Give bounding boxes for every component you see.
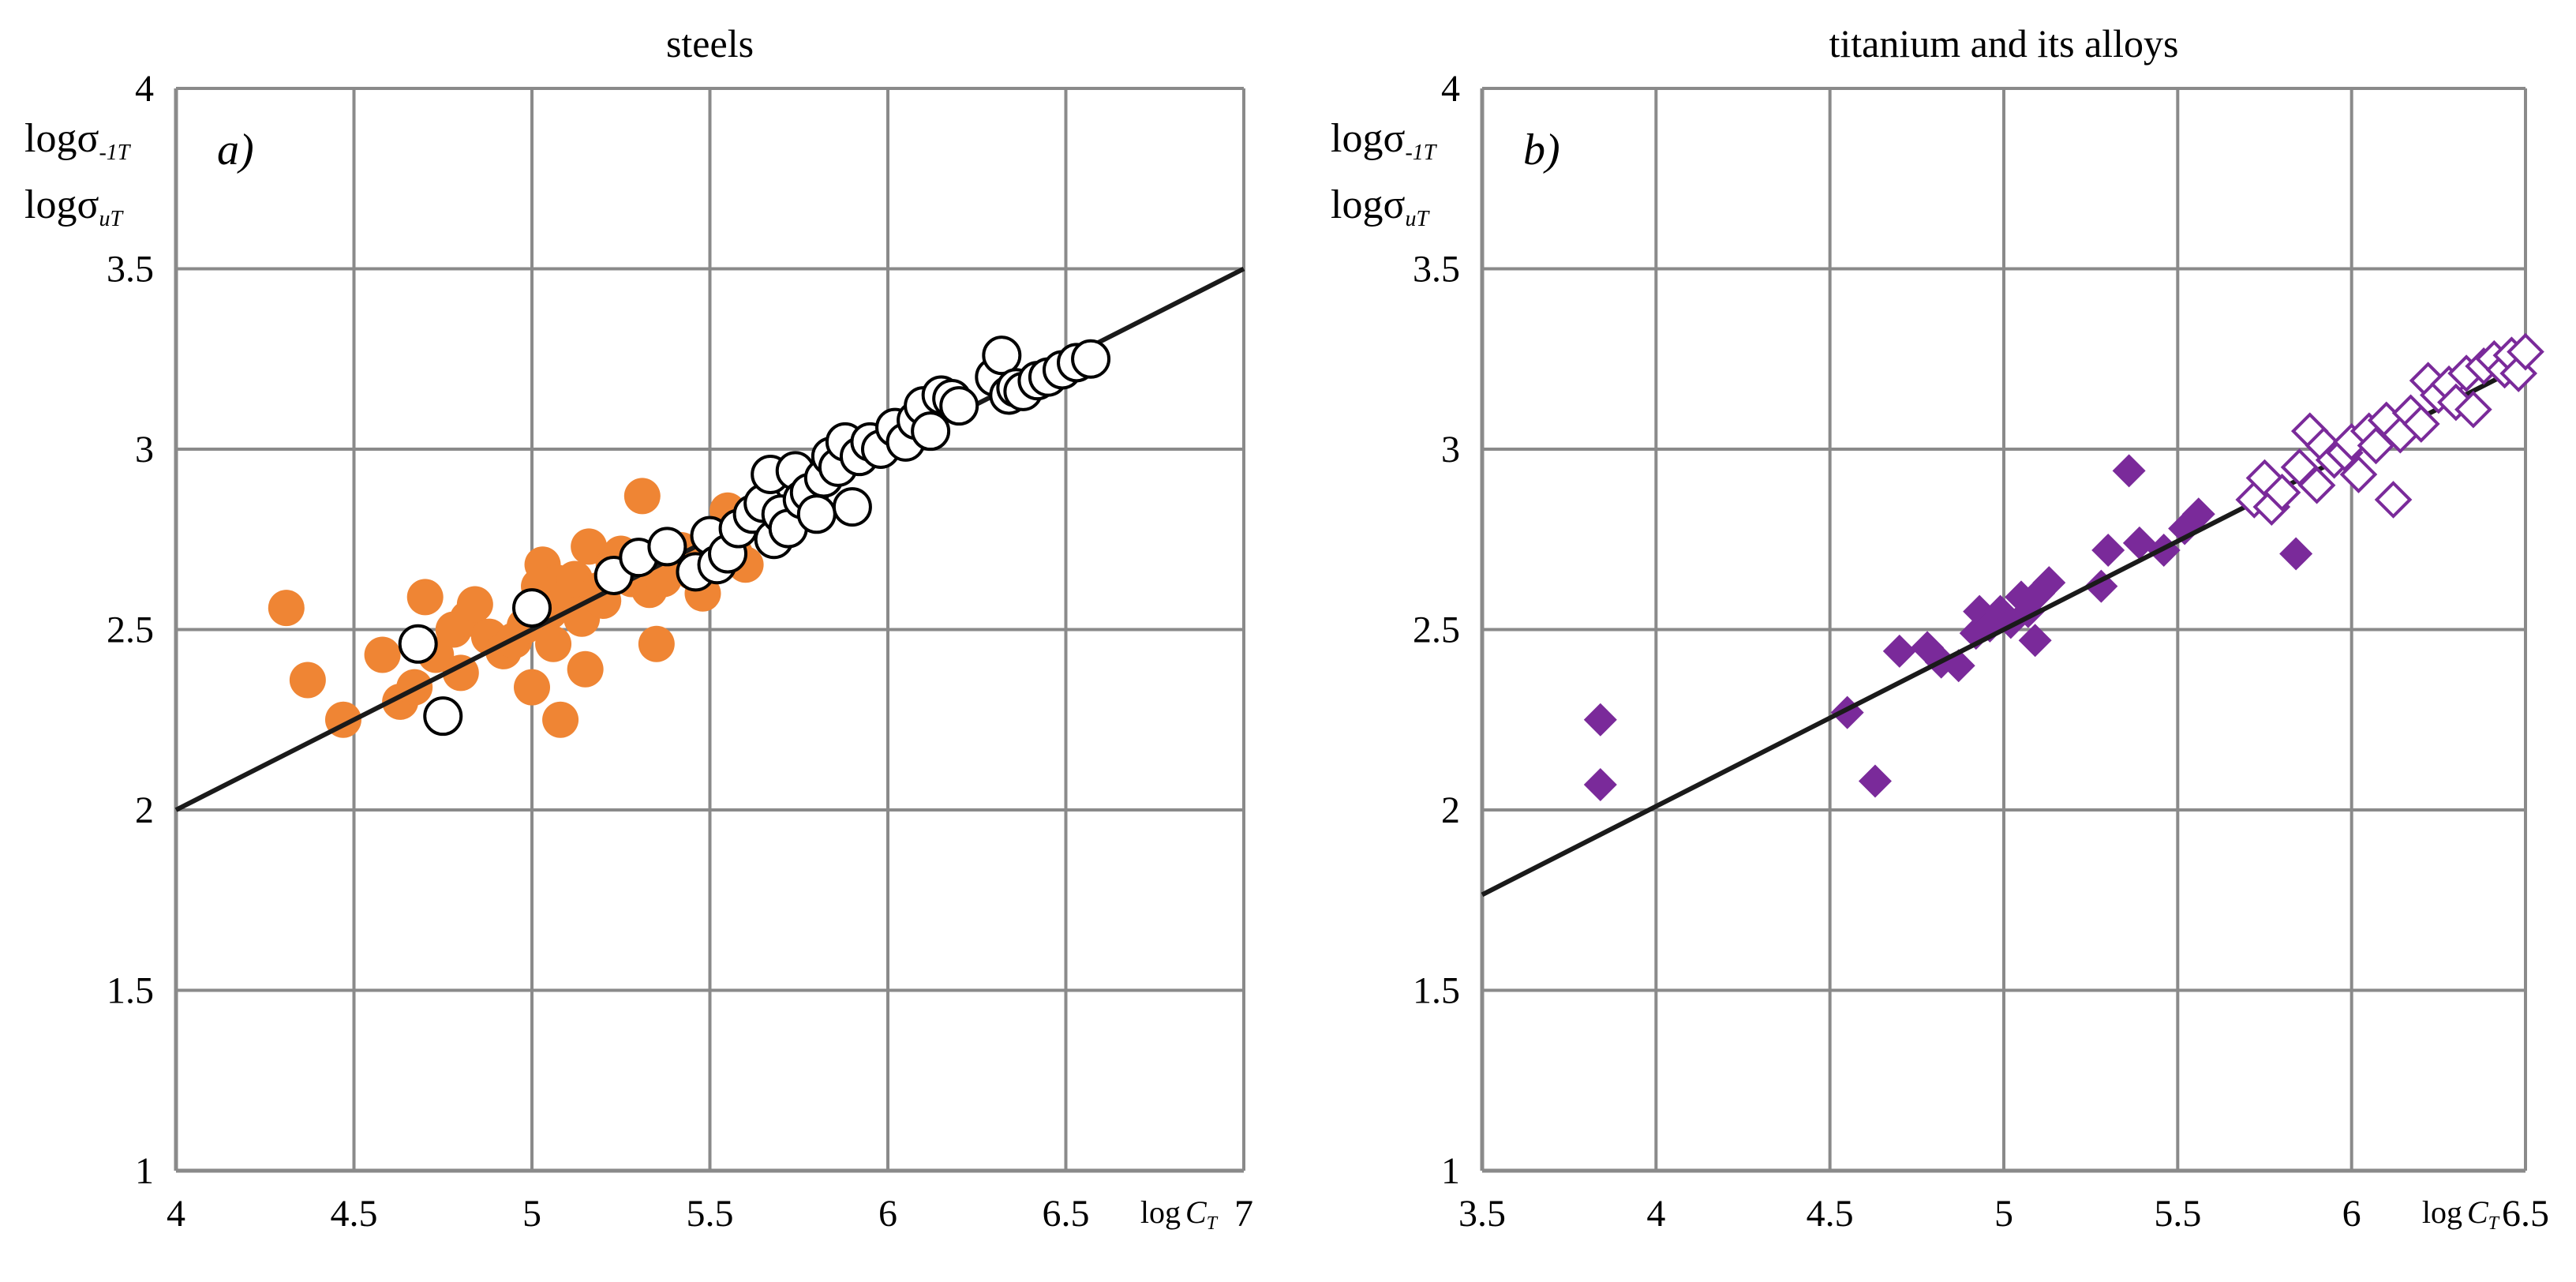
data-point-filled [1583, 768, 1617, 802]
data-point-filled [268, 590, 305, 627]
panel-label: b) [1523, 126, 1560, 174]
data-point-open [512, 588, 552, 628]
chart-title: titanium and its alloys [1829, 21, 2178, 66]
x-tick-label: 6 [878, 1193, 897, 1235]
data-point-filled [638, 625, 675, 662]
y-axis-label-2: logσuT [24, 182, 124, 231]
data-point-open [2454, 390, 2492, 429]
x-tick-label: 6.5 [2502, 1193, 2549, 1235]
data-point-open [832, 487, 872, 527]
data-point-open [982, 335, 1022, 376]
y-tick-label: 4 [135, 68, 154, 110]
data-point-filled [2279, 537, 2313, 571]
y-tick-label: 2 [1441, 789, 1460, 831]
y-tick-label: 2.5 [1413, 609, 1460, 651]
x-tick-label: 4.5 [331, 1193, 378, 1235]
x-axis-label: log CT [2422, 1194, 2500, 1234]
y-tick-label: 2 [135, 789, 154, 831]
y-axis-label-1: logσ-1T [24, 116, 132, 165]
data-point-open [2339, 455, 2378, 493]
data-point-filled [2181, 497, 2215, 531]
data-point-open [398, 624, 438, 664]
data-point-filled [2112, 454, 2146, 488]
y-tick-label: 1.5 [1413, 970, 1460, 1012]
data-point-filled [535, 625, 572, 662]
x-tick-label: 4 [167, 1193, 185, 1235]
data-point-filled [406, 579, 444, 616]
x-tick-label: 6.5 [1043, 1193, 1090, 1235]
data-point-open [1071, 339, 1111, 379]
data-point-open [911, 411, 951, 452]
data-point-filled [456, 586, 493, 623]
data-point-open [2507, 332, 2544, 371]
data-point-filled [567, 650, 604, 688]
data-point-filled [2091, 533, 2125, 567]
data-point-filled [289, 662, 326, 699]
panel-a-steels: 1 1.5 2 2.5 3 3.5 4 4 4.5 5 5.5 6 6.5 7 log CT steels log… [24, 21, 1253, 1235]
panel-label: a) [217, 126, 254, 174]
x-axis-label: log CT [1140, 1194, 1219, 1234]
y-tick-label: 1 [1441, 1150, 1460, 1192]
x-tick-label: 4 [1646, 1193, 1665, 1235]
data-point-filled [364, 636, 401, 673]
data-point-filled [623, 478, 661, 515]
data-point-filled [1882, 634, 1916, 668]
y-tick-label: 3.5 [107, 249, 154, 291]
x-tick-label: 5 [522, 1193, 541, 1235]
x-tick-label: 7 [1234, 1193, 1253, 1235]
y-tick-label: 3.5 [1413, 249, 1460, 291]
data-point-filled [571, 528, 608, 565]
data-point-open [939, 386, 979, 426]
data-point-open [2280, 448, 2319, 486]
y-tick-label: 1.5 [107, 970, 154, 1012]
data-point-open [2402, 405, 2440, 443]
x-tick-label: 5.5 [687, 1193, 734, 1235]
data-point-filled [542, 701, 579, 738]
x-tick-label: 6 [2342, 1193, 2361, 1235]
data-point-filled [2032, 566, 2066, 600]
y-tick-label: 1 [135, 1150, 154, 1192]
y-tick-label: 3 [135, 429, 154, 470]
data-point-open [2297, 466, 2336, 504]
data-point-open [2437, 383, 2475, 422]
x-tick-label: 3.5 [1458, 1193, 1506, 1235]
x-tick-label: 4.5 [1807, 1193, 1854, 1235]
data-point-open [647, 527, 687, 567]
data-point-filled [1583, 703, 1617, 737]
y-tick-label: 2.5 [107, 609, 154, 651]
data-point-filled [1858, 764, 1892, 798]
chart-title: steels [666, 21, 754, 66]
data-point-open [2374, 481, 2413, 519]
data-point-filled [2122, 526, 2156, 560]
x-tick-label: 5.5 [2154, 1193, 2201, 1235]
y-tick-label: 4 [1441, 68, 1460, 110]
data-point-open [2263, 474, 2301, 512]
y-tick-label: 3 [1441, 429, 1460, 470]
data-point-filled [442, 654, 479, 692]
data-point-filled [514, 669, 550, 706]
data-point-filled [2018, 624, 2052, 658]
data-point-open [796, 494, 837, 534]
y-axis-label-1: logσ-1T [1331, 116, 1438, 165]
y-axis-label-2: logσuT [1331, 182, 1430, 231]
x-tick-label: 5 [1994, 1193, 2013, 1235]
data-point-open [423, 696, 463, 737]
